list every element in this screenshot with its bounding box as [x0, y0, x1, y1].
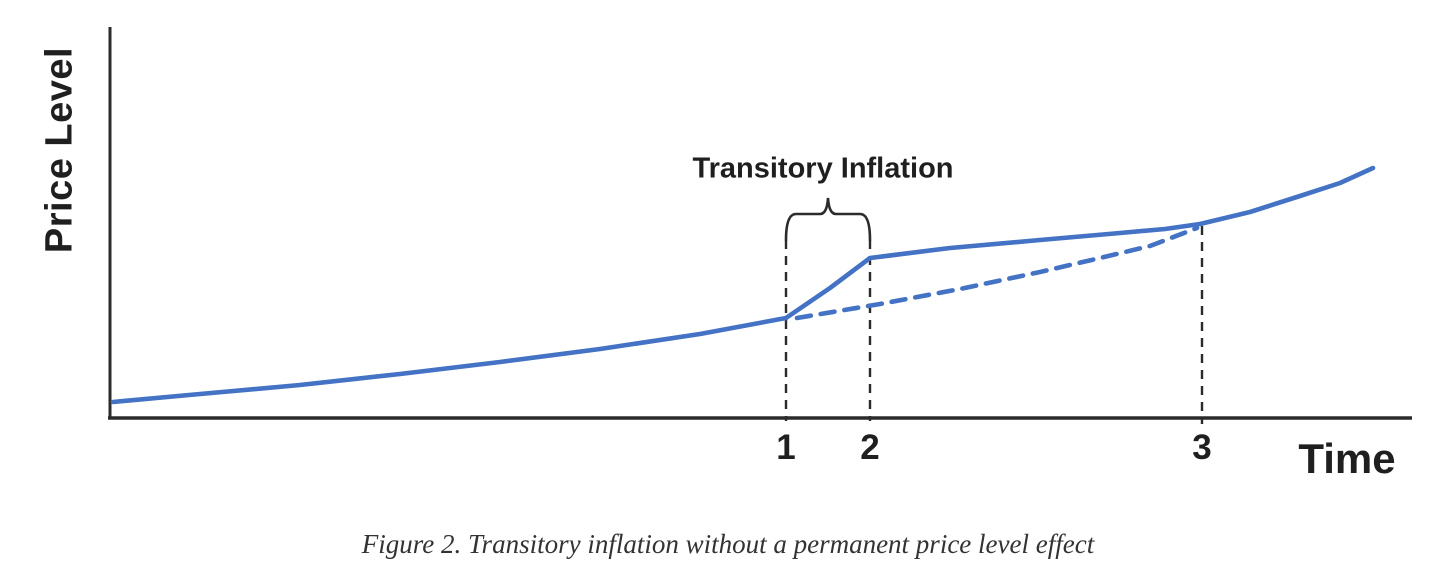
y-axis-label: Price Level — [38, 46, 81, 254]
x-tick-label-2: 2 — [860, 428, 880, 467]
annotation-bracket — [784, 197, 872, 242]
figure-caption: Figure 2. Transitory inflation without a… — [361, 529, 1095, 559]
transitory-inflation-annotation: Transitory Inflation — [692, 152, 954, 185]
counterfactual-price-path-line — [794, 225, 1200, 321]
x-tick-label-1: 1 — [776, 428, 796, 467]
x-tick-label-3: 3 — [1192, 428, 1212, 467]
actual-price-path-line — [110, 165, 1376, 405]
x-axis-label: Time — [1298, 435, 1396, 482]
